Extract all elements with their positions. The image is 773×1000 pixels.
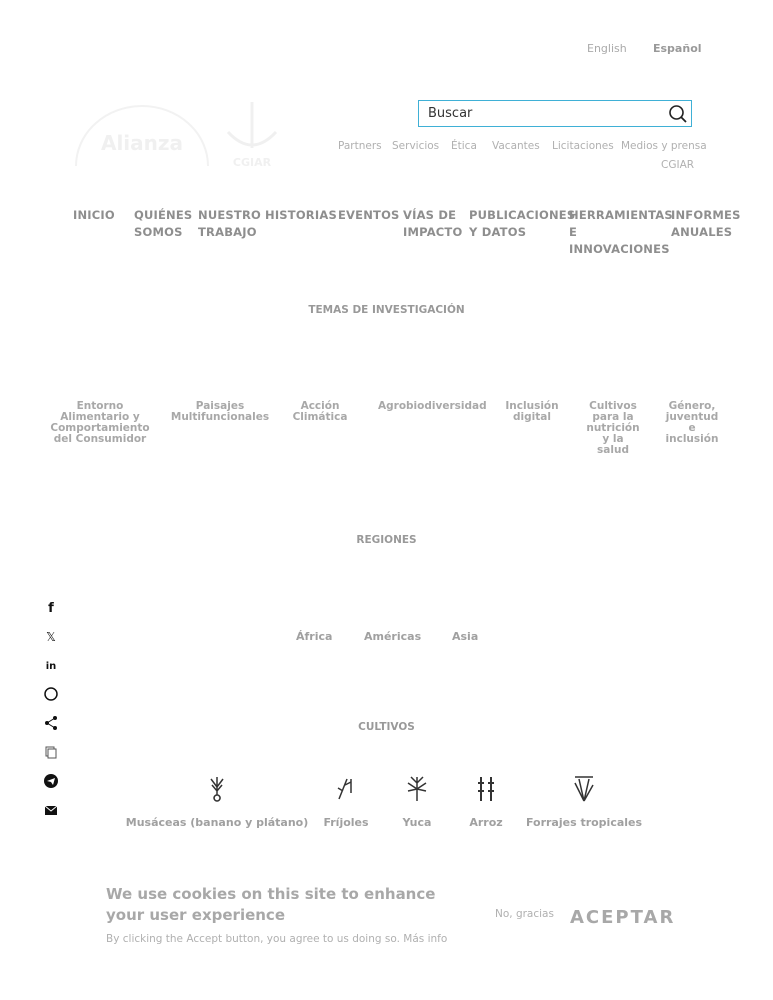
nav-item[interactable]: INICIO (73, 208, 115, 222)
search-box[interactable] (418, 100, 692, 127)
lang-espanol[interactable]: Español (653, 42, 702, 55)
region-africa[interactable]: África (296, 630, 333, 643)
nav-item[interactable]: VÍAS DE IMPACTO (403, 208, 463, 239)
copy-icon[interactable] (43, 744, 59, 760)
svg-text:f: f (48, 601, 54, 615)
region-americas[interactable]: Américas (364, 630, 422, 643)
cgiar-logo[interactable]: CGIAR (222, 98, 282, 170)
link-servicios[interactable]: Servicios (392, 140, 440, 152)
nav-item[interactable]: HERRAMIENTAS E INNOVACIONES (569, 208, 673, 256)
cassava-icon[interactable] (404, 773, 430, 805)
crop-label[interactable]: Yuca (402, 816, 432, 829)
link-vacantes[interactable]: Vacantes (492, 140, 540, 152)
crop-label[interactable]: Forrajes tropicales (525, 816, 643, 829)
link-etica[interactable]: Ética (451, 140, 477, 152)
research-topic[interactable]: Entorno Alimentario y Comportamiento del… (50, 400, 150, 445)
telegram-icon[interactable] (43, 773, 59, 789)
region-asia[interactable]: Asia (452, 630, 479, 643)
nav-item[interactable]: INFORMES ANUALES (671, 208, 741, 239)
research-topic[interactable]: Agrobiodiversidad (378, 400, 487, 412)
link-partners[interactable]: Partners (338, 140, 382, 152)
decline-button[interactable]: No, gracias (495, 908, 554, 920)
search-icon[interactable] (668, 104, 688, 128)
research-title: TEMAS DE INVESTIGACIÓN (308, 304, 465, 316)
nav-item[interactable]: PUBLICACIONES Y DATOS (469, 208, 576, 239)
crop-label[interactable]: Arroz (469, 816, 503, 829)
crop-label[interactable]: Musáceas (banano y plátano) (125, 816, 309, 829)
banana-icon[interactable] (204, 773, 230, 805)
whatsapp-icon[interactable] (43, 686, 59, 702)
rice-icon[interactable] (473, 773, 499, 805)
more-info-link[interactable]: Más info (403, 933, 448, 945)
nav-item[interactable]: NUESTRO TRABAJO (198, 208, 261, 239)
facebook-icon[interactable]: f (43, 599, 59, 615)
nav-item[interactable]: QUIÉNES SOMOS (134, 208, 193, 239)
alliance-logo[interactable]: Alianza (72, 100, 212, 170)
share-icon[interactable] (43, 715, 59, 731)
cookie-title: We use cookies on this site to enhance y… (106, 885, 436, 924)
research-topic[interactable]: Género, juventud e inclusión (665, 400, 719, 445)
link-cgiar[interactable]: CGIAR (661, 159, 695, 171)
research-topic[interactable]: Inclusión digital (505, 400, 559, 423)
svg-text:𝕏: 𝕏 (46, 630, 56, 644)
svg-text:in: in (46, 661, 57, 672)
link-licitaciones[interactable]: Licitaciones (552, 140, 614, 152)
svg-text:CGIAR: CGIAR (233, 156, 272, 169)
accept-button[interactable]: ACEPTAR (570, 907, 676, 928)
linkedin-icon[interactable]: in (43, 657, 59, 673)
nav-item[interactable]: HISTORIAS (265, 208, 337, 222)
nav-item[interactable]: EVENTOS (338, 208, 400, 222)
lang-english[interactable]: English (587, 42, 627, 55)
research-topic[interactable]: Acción Climática (292, 400, 348, 423)
regions-title: REGIONES (356, 534, 417, 546)
cookie-text: By clicking the Accept button, you agree… (106, 933, 448, 945)
email-icon[interactable] (43, 802, 59, 818)
search-input[interactable] (428, 106, 658, 121)
x-icon[interactable]: 𝕏 (43, 628, 59, 644)
svg-text:Alianza: Alianza (101, 131, 183, 155)
research-topic[interactable]: Cultivos para la nutrición y la salud (586, 400, 640, 456)
crop-label[interactable]: Fríjoles (323, 816, 369, 829)
research-topic[interactable]: Paisajes Multifuncionales (170, 400, 270, 423)
link-medios[interactable]: Medios y prensa (621, 140, 707, 152)
crops-title: CULTIVOS (358, 721, 415, 733)
forage-icon[interactable] (571, 773, 597, 805)
bean-icon[interactable] (333, 773, 359, 805)
